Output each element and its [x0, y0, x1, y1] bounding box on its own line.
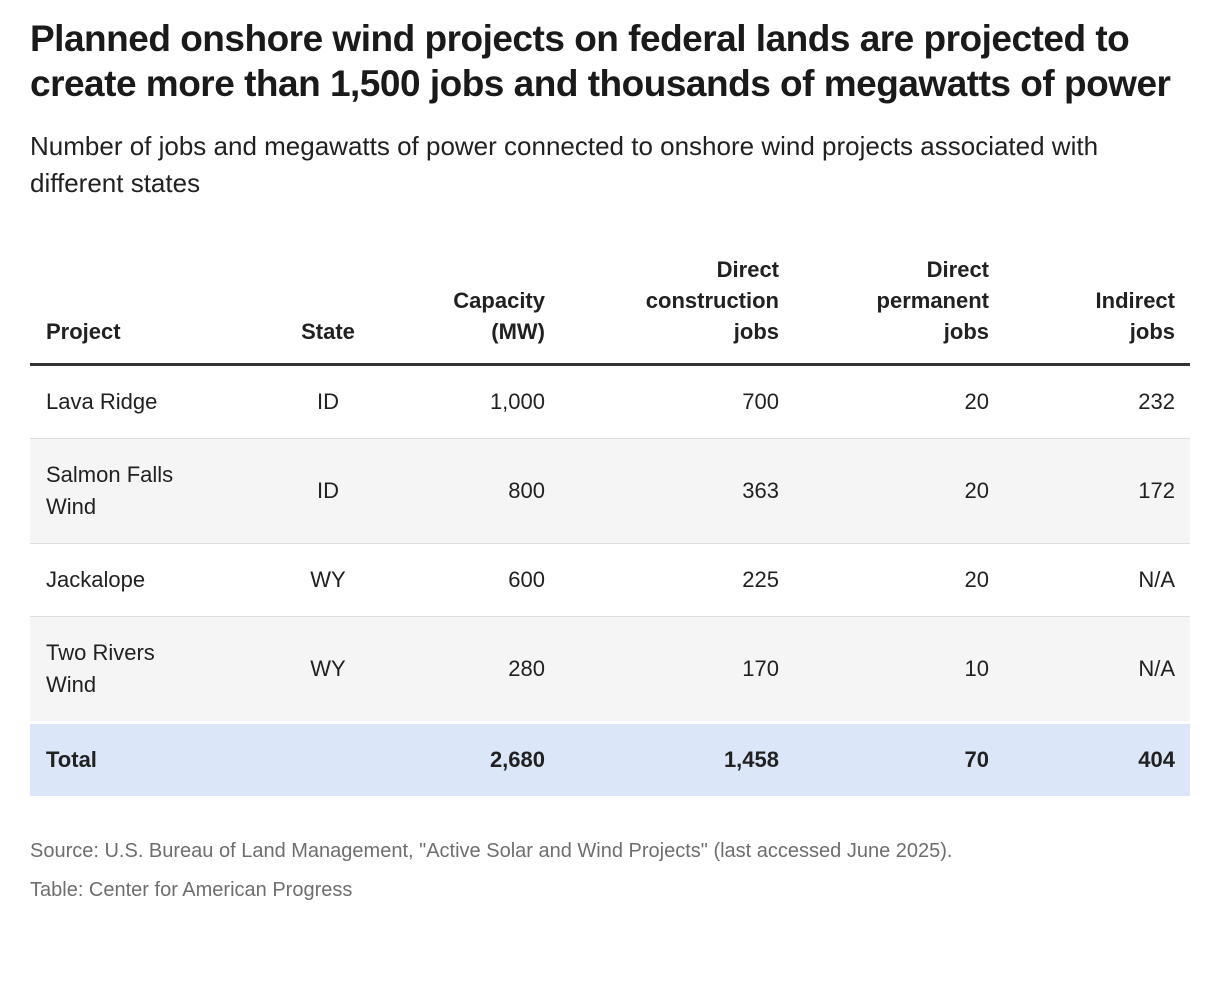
- indirect-jobs-cell: N/A: [1138, 656, 1175, 681]
- column-header-state: State: [265, 248, 390, 366]
- project-cell: Two Rivers Wind: [46, 640, 155, 697]
- state-cell: WY: [310, 656, 346, 681]
- state-cell: ID: [317, 389, 339, 414]
- state-cell: WY: [310, 567, 346, 592]
- page-title: Planned onshore wind projects on federal…: [30, 18, 1171, 104]
- project-cell: Lava Ridge: [46, 389, 158, 414]
- data-table: Project State Capacity (MW) Direct const…: [30, 248, 1190, 796]
- header-row: Project State Capacity (MW) Direct const…: [30, 248, 1190, 366]
- total-construction-jobs-cell: 1,458: [723, 747, 779, 772]
- construction-jobs-cell: 170: [742, 656, 779, 681]
- capacity-cell: 600: [508, 567, 545, 592]
- indirect-jobs-cell: N/A: [1138, 567, 1175, 592]
- table-credit: Table: Center for American Progress: [30, 879, 353, 901]
- permanent-jobs-cell: 20: [964, 389, 989, 414]
- total-row: Total 2,680 1,458 70 404: [30, 722, 1190, 797]
- capacity-cell: 280: [508, 656, 545, 681]
- project-cell: Salmon Falls Wind: [46, 462, 174, 519]
- source-note: Source: U.S. Bureau of Land Management, …: [30, 840, 953, 862]
- table-row: Lava Ridge ID 1,000 700 20 232: [30, 365, 1190, 439]
- table-header: Project State Capacity (MW) Direct const…: [30, 248, 1190, 366]
- table-row: Two Rivers Wind WY 280 170 10 N/A: [30, 616, 1190, 723]
- column-header-construction-jobs: Direct construction jobs: [560, 248, 794, 366]
- total-indirect-jobs-cell: 404: [1138, 747, 1175, 772]
- total-capacity-cell: 2,680: [489, 747, 545, 772]
- permanent-jobs-cell: 10: [964, 656, 989, 681]
- column-header-capacity: Capacity (MW): [390, 248, 560, 366]
- capacity-cell: 800: [508, 478, 545, 503]
- footer: Source: U.S. Bureau of Land Management, …: [30, 838, 1190, 903]
- construction-jobs-cell: 700: [742, 389, 779, 414]
- total-label-cell: Total: [46, 747, 97, 772]
- table-row: Salmon Falls Wind ID 800 363 20 172: [30, 438, 1190, 544]
- construction-jobs-cell: 363: [742, 478, 779, 503]
- table-row: Jackalope WY 600 225 20 N/A: [30, 544, 1190, 617]
- column-header-indirect-jobs: Indirect jobs: [1004, 248, 1190, 366]
- indirect-jobs-cell: 172: [1138, 478, 1175, 503]
- table-graphic: Planned onshore wind projects on federal…: [30, 18, 1190, 903]
- permanent-jobs-cell: 20: [964, 567, 989, 592]
- project-cell: Jackalope: [46, 567, 146, 592]
- page-subtitle: Number of jobs and megawatts of power co…: [30, 131, 1099, 198]
- total-permanent-jobs-cell: 70: [964, 747, 989, 772]
- column-header-permanent-jobs: Direct permanent jobs: [794, 248, 1004, 366]
- construction-jobs-cell: 225: [742, 567, 779, 592]
- state-cell: ID: [317, 478, 339, 503]
- indirect-jobs-cell: 232: [1138, 389, 1175, 414]
- capacity-cell: 1,000: [489, 389, 545, 414]
- permanent-jobs-cell: 20: [964, 478, 989, 503]
- column-header-project: Project: [30, 248, 265, 366]
- total-state-cell: [265, 723, 390, 797]
